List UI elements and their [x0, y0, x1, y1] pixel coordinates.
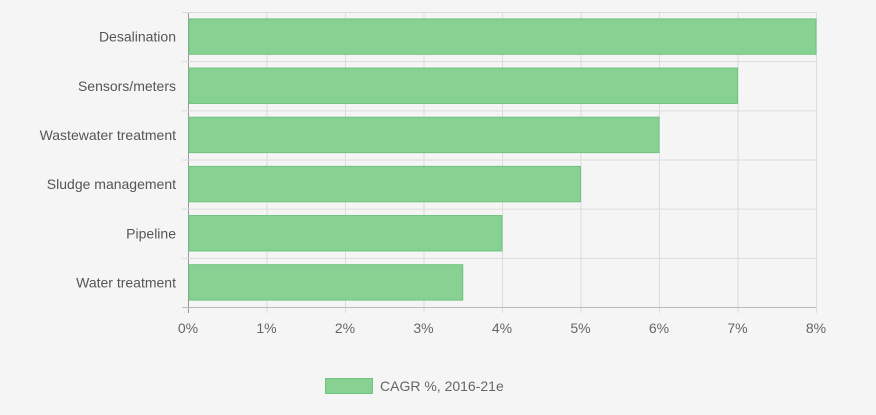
- x-tick-label: 0%: [178, 320, 198, 336]
- bar: [188, 165, 581, 203]
- bar: [188, 264, 464, 301]
- x-tick-label: 7%: [727, 320, 747, 336]
- bar: [188, 116, 660, 154]
- x-tick-label: 5%: [570, 320, 590, 336]
- category-label: Water treatment: [76, 274, 176, 290]
- category-label: Sludge management: [47, 176, 176, 192]
- x-tick-label: 8%: [806, 320, 826, 336]
- x-tick-label: 1%: [256, 320, 276, 336]
- category-label: Pipeline: [126, 225, 176, 241]
- legend-swatch: [325, 378, 373, 394]
- bar: [188, 18, 817, 55]
- category-label: Wastewater treatment: [40, 127, 177, 143]
- legend-label: CAGR %, 2016-21e: [380, 378, 504, 394]
- x-tick-label: 4%: [492, 320, 512, 336]
- x-tick-label: 6%: [649, 320, 669, 336]
- category-label: Desalination: [99, 29, 176, 45]
- bar: [188, 67, 738, 104]
- category-label: Sensors/meters: [78, 78, 176, 94]
- x-tick-label: 2%: [335, 320, 355, 336]
- x-tick-label: 3%: [413, 320, 433, 336]
- bar: [188, 215, 503, 252]
- legend[interactable]: CAGR %, 2016-21e: [325, 378, 504, 394]
